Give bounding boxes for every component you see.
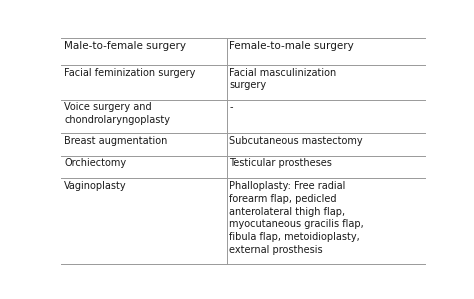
Text: Testicular prostheses: Testicular prostheses	[229, 158, 332, 168]
Text: Breast augmentation: Breast augmentation	[64, 136, 167, 146]
Text: Male-to-female surgery: Male-to-female surgery	[64, 41, 186, 51]
Text: Voice surgery and
chondrolaryngoplasty: Voice surgery and chondrolaryngoplasty	[64, 103, 170, 125]
Text: -: -	[229, 103, 233, 112]
Text: Orchiectomy: Orchiectomy	[64, 158, 126, 168]
Text: Female-to-male surgery: Female-to-male surgery	[229, 41, 354, 51]
Text: Phalloplasty: Free radial
forearm flap, pedicled
anterolateral thigh flap,
myocu: Phalloplasty: Free radial forearm flap, …	[229, 181, 364, 255]
Text: Vaginoplasty: Vaginoplasty	[64, 181, 127, 191]
Text: Subcutaneous mastectomy: Subcutaneous mastectomy	[229, 136, 363, 146]
Text: Facial feminization surgery: Facial feminization surgery	[64, 68, 195, 77]
Text: Facial masculinization
surgery: Facial masculinization surgery	[229, 68, 337, 90]
